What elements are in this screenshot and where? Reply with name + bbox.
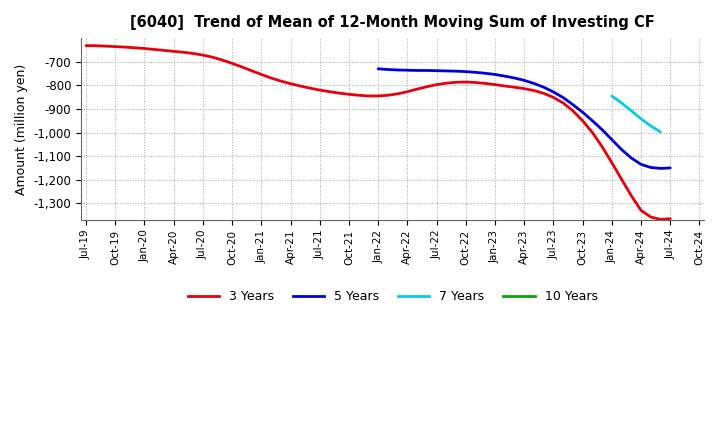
- 3 Years: [81, 43, 90, 48]
- 5 Years: [656, 166, 665, 171]
- 5 Years: [520, 78, 528, 83]
- 5 Years: [423, 68, 431, 73]
- 5 Years: [462, 69, 470, 74]
- 5 Years: [403, 68, 412, 73]
- 7 Years: [656, 129, 665, 135]
- 3 Years: [656, 217, 665, 222]
- 5 Years: [510, 75, 519, 81]
- 5 Years: [384, 67, 392, 72]
- Line: 5 Years: 5 Years: [378, 69, 670, 169]
- 5 Years: [647, 165, 655, 170]
- 5 Years: [451, 69, 460, 74]
- 5 Years: [666, 165, 675, 171]
- 7 Years: [636, 116, 645, 121]
- 7 Years: [617, 100, 626, 106]
- 3 Years: [588, 130, 597, 135]
- Line: 3 Years: 3 Years: [86, 46, 670, 220]
- 3 Years: [666, 216, 675, 221]
- Title: [6040]  Trend of Mean of 12-Month Moving Sum of Investing CF: [6040] Trend of Mean of 12-Month Moving …: [130, 15, 655, 30]
- 5 Years: [393, 67, 402, 73]
- 5 Years: [471, 70, 480, 75]
- 7 Years: [647, 123, 655, 128]
- Line: 7 Years: 7 Years: [612, 96, 660, 132]
- 3 Years: [286, 81, 294, 86]
- 5 Years: [559, 95, 567, 100]
- 5 Years: [432, 68, 441, 73]
- 3 Years: [199, 52, 207, 58]
- 5 Years: [636, 162, 645, 167]
- 5 Years: [608, 137, 616, 142]
- 5 Years: [491, 72, 500, 77]
- 5 Years: [627, 155, 636, 161]
- 5 Years: [413, 68, 421, 73]
- 5 Years: [598, 127, 606, 132]
- Legend: 3 Years, 5 Years, 7 Years, 10 Years: 3 Years, 5 Years, 7 Years, 10 Years: [183, 285, 603, 308]
- 3 Years: [393, 91, 402, 96]
- 5 Years: [500, 73, 509, 79]
- 5 Years: [374, 66, 382, 71]
- 5 Years: [530, 81, 539, 86]
- 7 Years: [608, 93, 616, 99]
- 5 Years: [569, 102, 577, 107]
- 5 Years: [481, 71, 490, 76]
- 5 Years: [588, 118, 597, 123]
- 3 Years: [432, 82, 441, 87]
- 5 Years: [549, 89, 558, 95]
- 5 Years: [578, 110, 587, 115]
- 3 Years: [218, 58, 227, 63]
- 5 Years: [617, 147, 626, 152]
- 5 Years: [539, 84, 548, 90]
- 7 Years: [627, 108, 636, 114]
- 5 Years: [442, 68, 451, 73]
- Y-axis label: Amount (million yen): Amount (million yen): [15, 63, 28, 194]
